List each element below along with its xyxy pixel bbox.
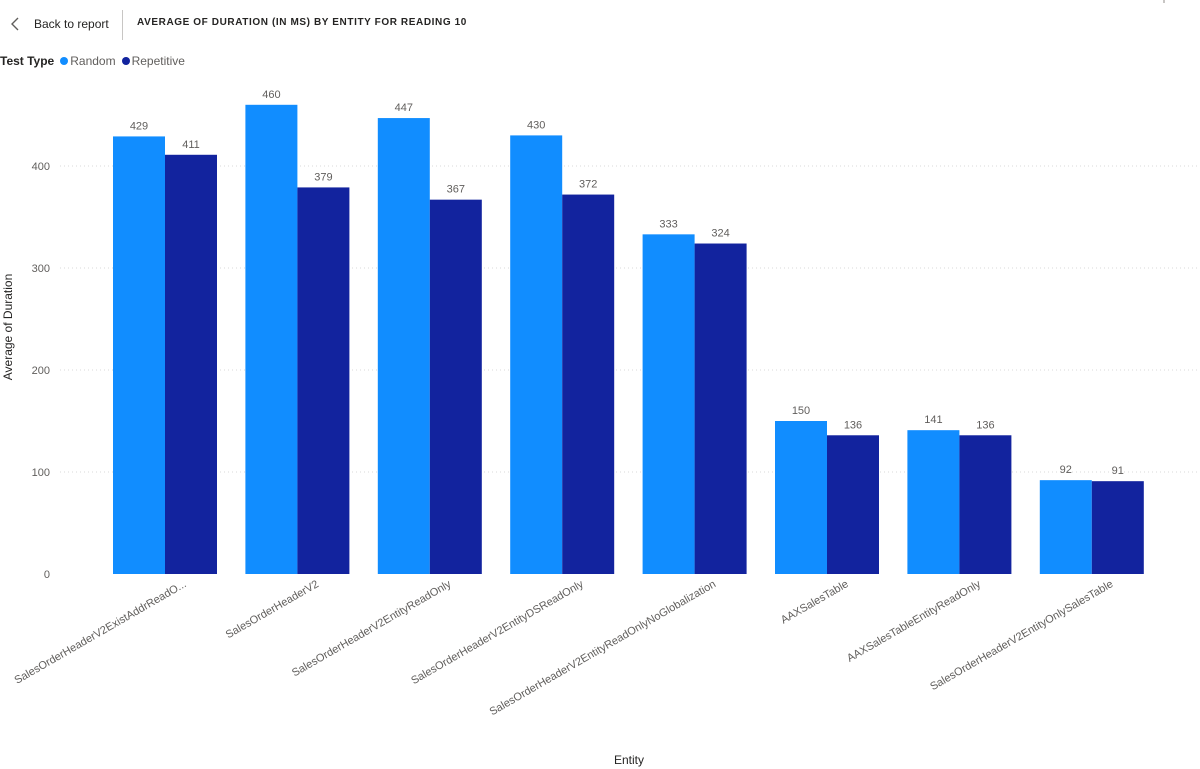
data-label: 430	[527, 119, 545, 131]
legend-item-random[interactable]: Random	[60, 54, 116, 68]
data-label: 333	[659, 218, 677, 230]
data-label: 372	[579, 179, 597, 191]
x-tick-label: SalesOrderHeaderV2	[224, 578, 321, 641]
x-tick-label: SalesOrderHeaderV2ExistAddrReadO...	[13, 578, 189, 687]
x-tick-label: SalesOrderHeaderV2EntityReadOnlyNoGlobal…	[488, 578, 719, 718]
legend: Test Type Random Repetitive	[0, 53, 191, 69]
data-label: 150	[792, 405, 810, 417]
data-label: 379	[314, 171, 332, 183]
back-to-report-button[interactable]: Back to report	[8, 12, 109, 36]
bar-random-3[interactable]	[510, 135, 563, 574]
legend-swatch-random	[60, 57, 69, 65]
bar-repetitive-7[interactable]	[1091, 481, 1144, 574]
bar-repetitive-0[interactable]	[165, 154, 217, 574]
bar-repetitive-2[interactable]	[429, 199, 482, 574]
data-label: 141	[924, 414, 942, 426]
back-to-report-label: Back to report	[34, 17, 109, 31]
chevron-left-icon	[8, 16, 22, 32]
y-tick-label: 0	[44, 569, 50, 581]
legend-item-repetitive[interactable]: Repetitive	[121, 54, 185, 68]
bar-repetitive-4[interactable]	[694, 243, 747, 574]
y-tick-label: 400	[32, 161, 50, 173]
bar-random-0[interactable]	[113, 136, 165, 575]
data-label: 460	[262, 89, 280, 101]
legend-swatch-repetitive	[121, 57, 130, 65]
bar-random-2[interactable]	[377, 118, 430, 574]
data-label: 136	[976, 419, 994, 431]
y-tick-label: 100	[32, 467, 50, 479]
y-tick-label: 200	[32, 365, 50, 377]
bar-random-6[interactable]	[907, 430, 960, 574]
x-axis-title: Entity	[614, 753, 644, 767]
data-label: 411	[182, 139, 200, 151]
header-divider	[122, 10, 123, 40]
top-bar: Back to report AVERAGE OF DURATION (IN M…	[0, 0, 1200, 48]
data-label: 429	[130, 120, 148, 132]
data-label: 324	[711, 228, 729, 240]
data-label: 136	[844, 419, 862, 431]
bar-random-7[interactable]	[1039, 480, 1092, 574]
bar-repetitive-6[interactable]	[959, 435, 1012, 574]
bar-repetitive-5[interactable]	[827, 435, 879, 574]
legend-label-repetitive: Repetitive	[131, 54, 185, 68]
data-label: 92	[1060, 464, 1072, 476]
x-tick-label: AAXSalesTableEntityReadOnly	[845, 578, 983, 665]
bar-repetitive-1[interactable]	[297, 187, 350, 575]
legend-title: Test Type	[0, 54, 55, 68]
bar-random-4[interactable]	[642, 234, 695, 574]
bar-repetitive-3[interactable]	[562, 194, 615, 574]
data-label: 367	[447, 184, 465, 196]
legend-label-random: Random	[70, 54, 116, 68]
x-tick-label: AAXSalesTable	[779, 578, 851, 626]
data-label: 91	[1112, 465, 1124, 477]
more-options-icon[interactable]	[1163, 0, 1165, 3]
y-tick-label: 300	[32, 263, 50, 275]
bar-random-1[interactable]	[245, 104, 298, 575]
y-axis-title: Average of Duration	[1, 274, 15, 381]
data-label: 447	[395, 102, 413, 114]
visual-title: AVERAGE OF DURATION (IN MS) BY ENTITY FO…	[137, 17, 467, 28]
bar-random-5[interactable]	[775, 421, 827, 574]
